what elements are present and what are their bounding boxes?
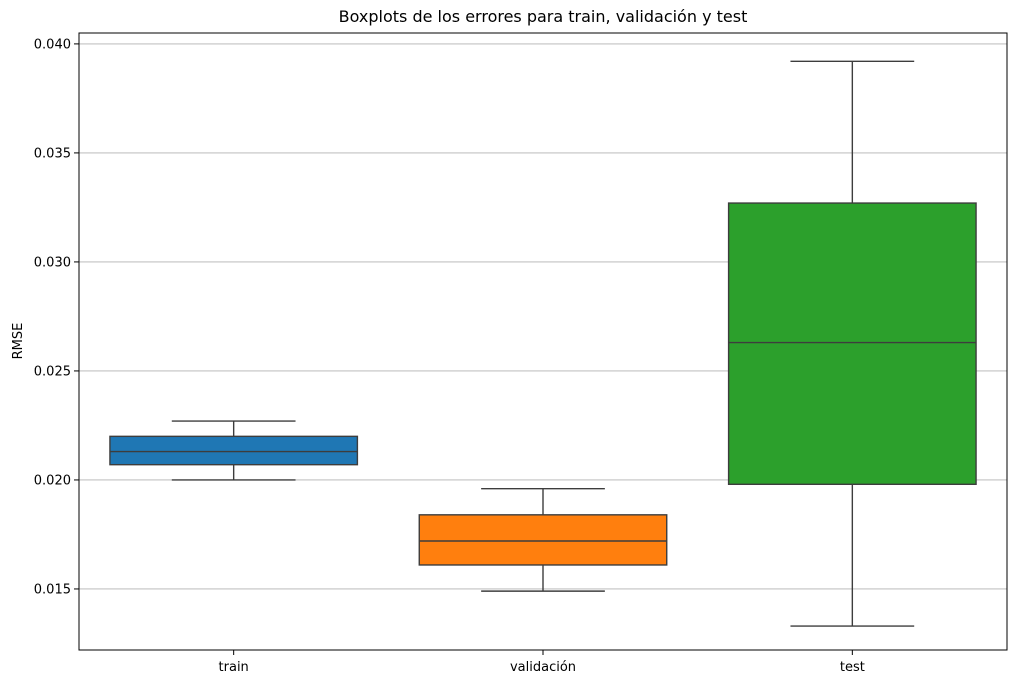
y-tick-label: 0.035 xyxy=(34,146,71,161)
x-axis: train validación test xyxy=(219,650,865,675)
y-tick-label: 0.020 xyxy=(34,473,71,488)
y-tick-label: 0.015 xyxy=(34,582,71,597)
iqr-box xyxy=(418,514,668,566)
chart-title: Boxplots de los errores para train, vali… xyxy=(339,7,748,26)
x-tick-label: train xyxy=(219,660,249,675)
x-tick-label: test xyxy=(840,660,865,675)
box-2 xyxy=(418,487,668,592)
box-3 xyxy=(727,60,977,627)
iqr-box xyxy=(109,435,359,466)
y-axis: 0.015 0.020 0.025 0.030 0.035 0.040 xyxy=(34,37,79,597)
y-tick-label: 0.025 xyxy=(34,364,71,379)
boxes xyxy=(109,60,977,627)
box-1 xyxy=(109,420,359,481)
y-tick-label: 0.040 xyxy=(34,37,71,52)
y-axis-label: RMSE xyxy=(11,323,26,360)
x-tick-label: validación xyxy=(510,660,576,675)
iqr-box xyxy=(727,202,977,486)
y-tick-label: 0.030 xyxy=(34,255,71,270)
